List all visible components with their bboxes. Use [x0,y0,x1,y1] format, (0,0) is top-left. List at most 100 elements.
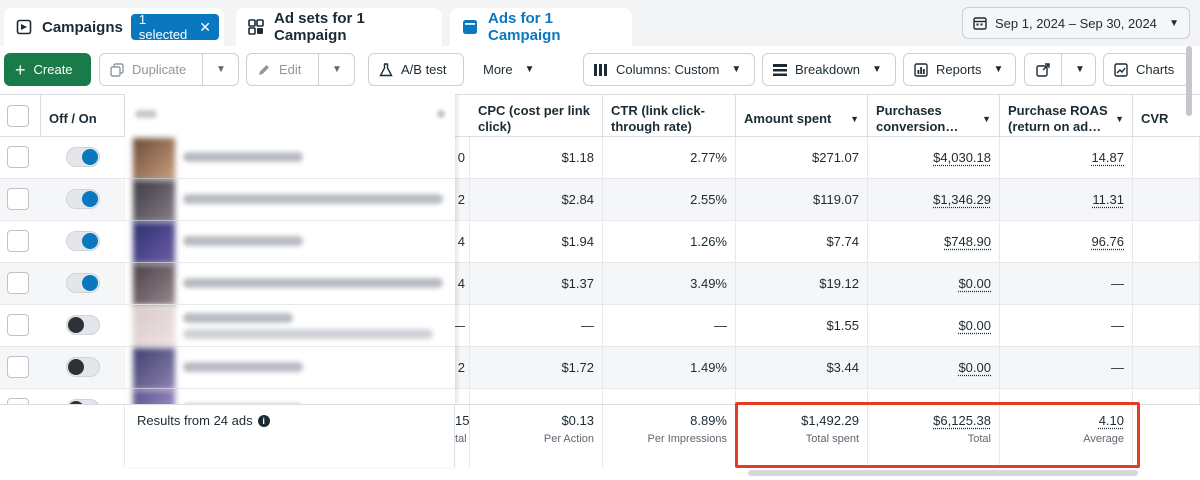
cell-purchase-roas[interactable]: 14.87 [1000,137,1133,178]
edit-dropdown-icon[interactable]: ▼ [332,64,342,75]
select-all-checkbox[interactable] [7,105,29,127]
cell-purchases-value[interactable]: $0.00 [868,305,1000,346]
delivery-toggle[interactable] [66,315,100,335]
charts-button[interactable]: Charts [1103,53,1190,86]
edit-button[interactable]: Edit ▼ [246,53,355,86]
cell-ctr-value: 2.77% [690,150,727,165]
tab-ad-sets[interactable]: Ad sets for 1 Campaign [236,8,442,46]
cell-ctr-value: 1.26% [690,234,727,249]
footer-purchases-value[interactable]: $6,125.38 [868,413,991,428]
cell-purchases-value[interactable]: $1,346.29 [868,179,1000,220]
horizontal-scrollbar[interactable] [748,470,1138,476]
date-range-picker[interactable]: Sep 1, 2024 – Sep 30, 2024 ▼ [962,7,1190,39]
cell-cpc: — [470,305,603,346]
footer-cpc: $0.13 Per Action [470,405,603,467]
cell-prev: 0 [455,137,470,178]
table-row[interactable]: — — — $1.55 $0.00 — [0,305,1200,347]
more-label: More [483,62,513,77]
header-cpc[interactable]: CPC (cost per link click) [470,95,603,137]
header-ctr[interactable]: CTR (link click-through rate) [603,95,736,137]
info-icon[interactable]: i [257,414,270,427]
ad-thumbnail [133,222,175,264]
ad-name-text[interactable] [183,152,303,162]
reports-icon [914,62,928,77]
delivery-toggle[interactable] [66,231,100,251]
cell-purchases-value[interactable]: $0.00 [868,347,1000,388]
header-purchases-value[interactable]: Purchases conversion… ▼ [868,95,1000,137]
delivery-toggle[interactable] [66,147,100,167]
export-dropdown-icon[interactable]: ▼ [1075,64,1085,75]
table-row[interactable]: 0 $1.18 2.77% $271.07 $4,030.18 14.87 [0,137,1200,179]
duplicate-button[interactable]: Duplicate ▼ [99,53,239,86]
header-ctr-label: CTR (link click-through rate) [611,102,705,134]
tab-campaigns[interactable]: Campaigns 1 selected ✕ [4,8,224,46]
breakdown-button[interactable]: Breakdown ▼ [762,53,896,86]
sort-icon[interactable]: ▼ [1115,114,1124,124]
chart-line-icon [1114,62,1128,77]
sort-icon[interactable]: ▼ [982,114,991,124]
cell-prev-value: — [452,318,465,333]
footer-roas-value[interactable]: 4.10 [1000,413,1124,428]
cell-purchase-roas[interactable]: 11.31 [1000,179,1133,220]
cell-amount-spent-value: $119.07 [812,192,859,207]
vertical-scrollbar[interactable] [1186,46,1192,116]
delivery-toggle[interactable] [66,189,100,209]
ab-test-button[interactable]: A/B test [368,53,464,86]
row-checkbox[interactable] [7,230,29,252]
cell-ctr: — [603,305,736,346]
header-cvr[interactable]: CVR [1133,95,1200,137]
create-button[interactable]: + Create [4,53,91,86]
cell-purchases-value[interactable]: $748.90 [868,221,1000,262]
header-amount-spent[interactable]: Amount spent ▼ [736,95,868,137]
flask-icon [379,62,393,77]
footer-prev-value: 15 [455,413,470,428]
reports-button[interactable]: Reports ▼ [903,53,1016,86]
breakdown-label: Breakdown [795,62,861,77]
cell-purchases-value[interactable]: $0.00 [868,263,1000,304]
header-select-all[interactable] [0,95,41,137]
ad-name-text[interactable] [183,194,443,204]
cell-ctr: 1.49% [603,347,736,388]
header-off-on[interactable]: Off / On [41,95,125,137]
delivery-toggle[interactable] [66,273,100,293]
ad-name-text[interactable] [183,278,443,288]
delivery-toggle[interactable] [66,357,100,377]
table-row[interactable]: 4 $1.94 1.26% $7.74 $748.90 96.76 [0,221,1200,263]
sort-icon[interactable]: ▼ [850,114,859,124]
row-checkbox[interactable] [7,272,29,294]
breakdown-icon [773,63,787,76]
clear-selection-icon[interactable]: ✕ [199,18,212,35]
selected-badge[interactable]: 1 selected ✕ [130,12,220,42]
cell-prev-value: 2 [457,192,465,207]
tab-campaigns-label: Campaigns [42,18,123,36]
ad-name-text[interactable] [183,236,303,246]
cell-cpc-value: $1.72 [561,360,594,375]
cell-cpc: $1.37 [470,263,603,304]
row-checkbox[interactable] [7,356,29,378]
ad-row-actions[interactable] [183,329,433,339]
columns-button[interactable]: Columns: Custom ▼ [583,53,755,86]
cell-purchases-value-value: $0.00 [958,318,991,333]
cell-amount-spent: $3.44 [736,347,868,388]
cell-amount-spent-value: $19.12 [819,276,859,291]
ad-name-text[interactable] [183,313,293,323]
export-icon[interactable] [1025,62,1061,77]
header-purchase-roas[interactable]: Purchase ROAS (return on ad… ▼ [1000,95,1133,137]
cell-purchases-value[interactable]: $4,030.18 [868,137,1000,178]
tab-ads[interactable]: Ads for 1 Campaign [450,8,632,46]
row-checkbox[interactable] [7,188,29,210]
footer-roas-sub: Average [1083,433,1124,445]
more-button[interactable]: More ▼ [472,53,552,86]
row-checkbox[interactable] [7,146,29,168]
cell-ctr: 2.77% [603,137,736,178]
export-button[interactable]: ▼ [1024,53,1096,86]
cell-purchase-roas-value: 11.31 [1092,192,1124,207]
cell-purchase-roas[interactable]: 96.76 [1000,221,1133,262]
row-checkbox[interactable] [7,314,29,336]
duplicate-dropdown-icon[interactable]: ▼ [216,64,226,75]
ad-name-text[interactable] [183,362,303,372]
ab-test-label: A/B test [401,62,447,77]
chevron-down-icon: ▼ [524,64,535,75]
header-cvr-label: CVR [1141,110,1169,126]
cell-cpc-value: — [581,318,594,333]
